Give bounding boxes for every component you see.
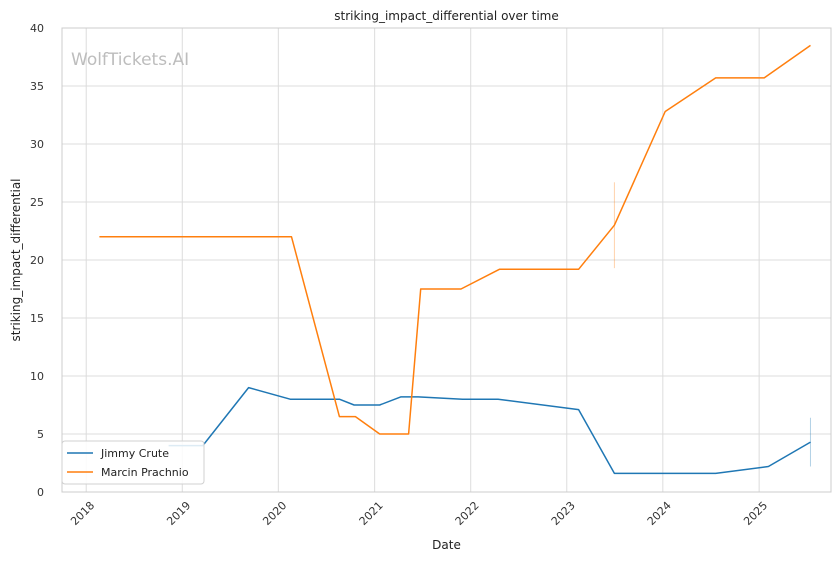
series-lines	[99, 44, 811, 475]
legend-label-jimmy-crute: Jimmy Crute	[100, 447, 169, 460]
chart-title: striking_impact_differential over time	[334, 9, 559, 23]
y-tick-label: 20	[30, 254, 44, 267]
y-tick-label: 15	[30, 312, 44, 325]
watermark: WolfTickets.AI	[71, 50, 189, 70]
x-tick-label: 2018	[68, 499, 97, 528]
y-tick-label: 25	[30, 196, 44, 209]
x-axis-ticks: 2018 2019 2020 2021 2022 2023 2024 2025	[68, 499, 770, 528]
y-tick-label: 35	[30, 80, 44, 93]
x-tick-label: 2020	[260, 499, 289, 528]
legend: Jimmy Crute Marcin Prachnio	[61, 440, 205, 485]
x-tick-label: 2019	[164, 499, 193, 528]
legend-box	[61, 440, 205, 485]
x-tick-label: 2021	[357, 499, 386, 528]
x-axis-label: Date	[432, 538, 461, 552]
y-tick-label: 40	[30, 22, 44, 35]
grid	[62, 27, 831, 493]
plot-frame	[61, 27, 832, 493]
y-tick-label: 5	[37, 428, 44, 441]
legend-label-marcin-prachnio: Marcin Prachnio	[101, 466, 189, 479]
series-line	[168, 386, 811, 475]
x-tick-label: 2023	[549, 499, 578, 528]
y-axis-ticks: 0 5 10 15 20 25 30 35 40	[30, 22, 44, 499]
y-tick-label: 0	[37, 486, 44, 499]
error-marks	[613, 182, 811, 467]
y-tick-label: 10	[30, 370, 44, 383]
x-tick-label: 2022	[453, 499, 482, 528]
x-tick-label: 2024	[645, 499, 674, 528]
y-tick-label: 30	[30, 138, 44, 151]
y-axis-label: striking_impact_differential	[9, 178, 23, 341]
x-tick-label: 2025	[741, 499, 770, 528]
series-line	[99, 44, 811, 435]
